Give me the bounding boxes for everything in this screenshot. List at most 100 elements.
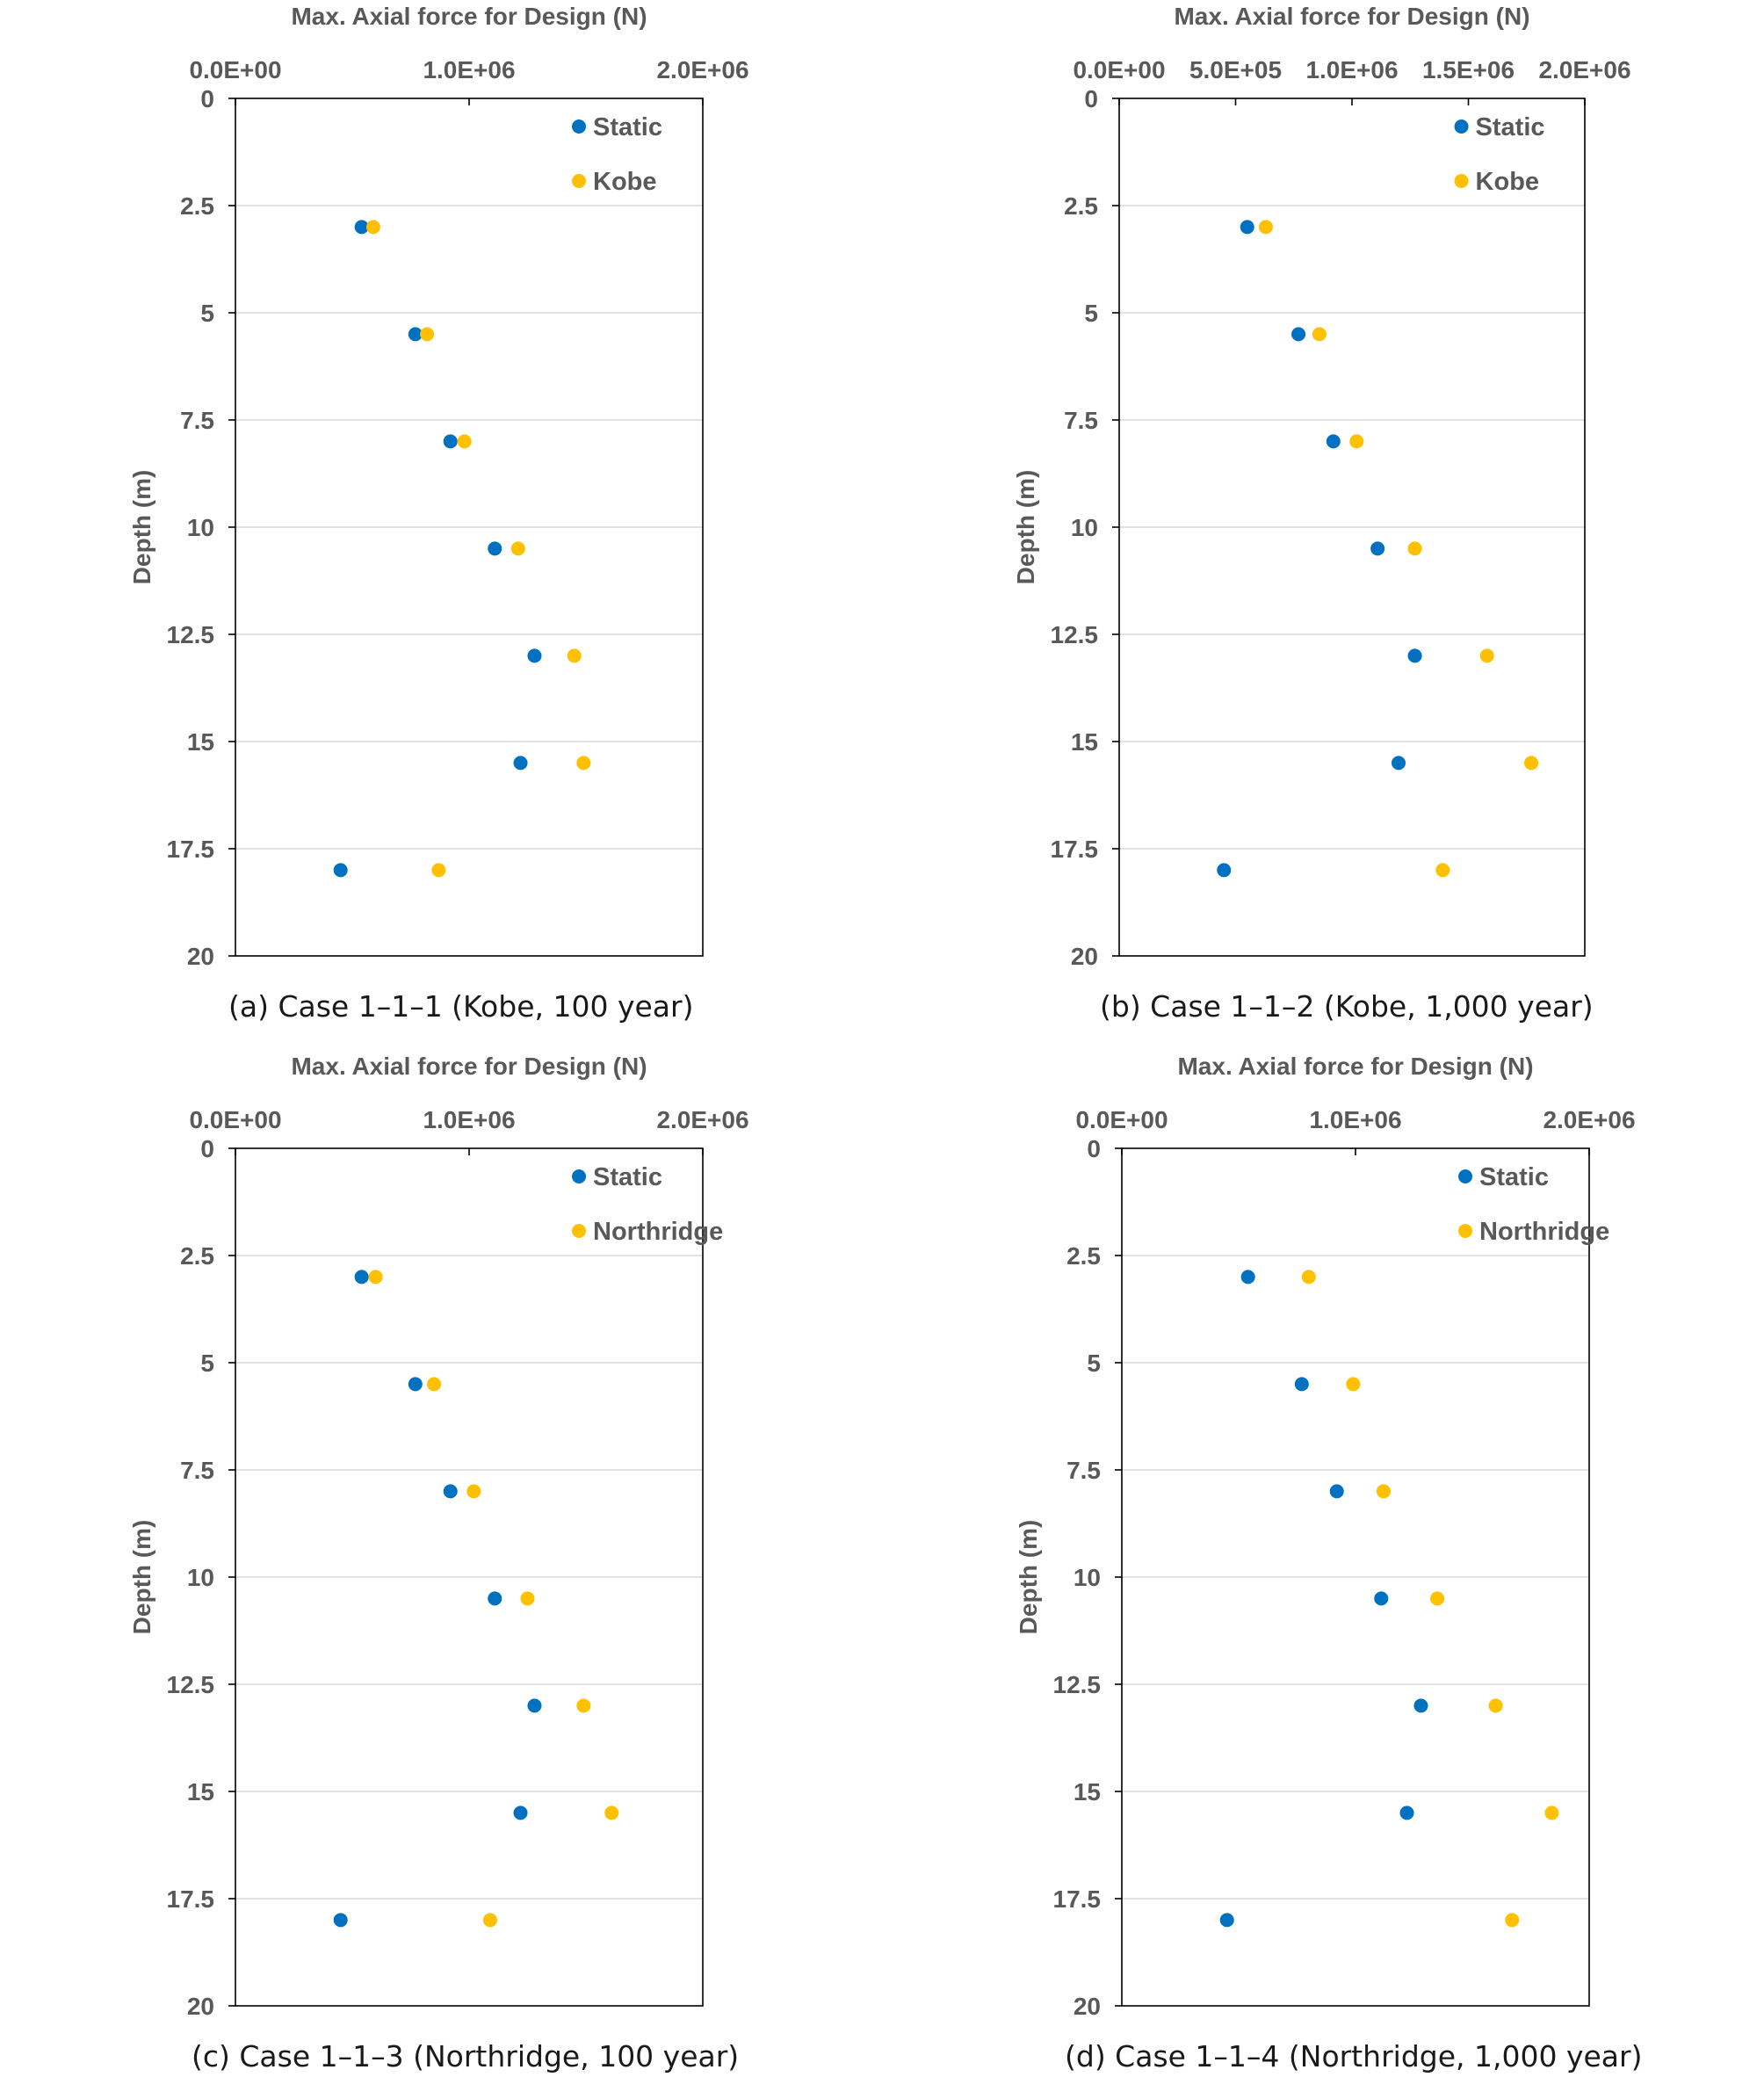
- data-point-kobe: [1258, 220, 1273, 235]
- chart-panel-d: 0 2.5 5 7.5 10 12.5 15 17.5 20 0.0E+00 1.0E+06 2.0E…: [1015, 1053, 1642, 2073]
- legend-label-static: Static: [1479, 1163, 1549, 1191]
- legend-label-static: Static: [1476, 113, 1545, 141]
- data-point-kobe: [1524, 756, 1539, 771]
- data-point-northridge: [1505, 1913, 1520, 1928]
- panel-caption: (c) Case 1–1–3 (Northridge, 100 year): [192, 2039, 739, 2073]
- data-point-kobe: [510, 541, 525, 556]
- y-tick-label: 20: [1074, 1993, 1101, 2020]
- chart-panel-c: 0 2.5 5 7.5 10 12.5 15 17.5 20 0.0E+00 1.0E+06 2.0E…: [128, 1053, 749, 2073]
- data-point-static: [513, 1806, 528, 1820]
- data-point-northridge: [1544, 1806, 1559, 1820]
- data-point-static: [1392, 756, 1406, 771]
- data-point-static: [1374, 1591, 1389, 1606]
- data-point-static: [1407, 648, 1422, 663]
- y-tick-label: 17.5: [167, 836, 215, 863]
- y-tick-label: 5: [200, 300, 214, 327]
- legend-marker-static: [572, 1169, 587, 1183]
- y-tick-label: 2.5: [180, 1242, 214, 1270]
- data-point-northridge: [1301, 1270, 1316, 1285]
- y-tick-label: 20: [187, 943, 214, 970]
- data-point-static: [354, 1270, 369, 1285]
- y-axis-title: Depth (m): [1015, 1520, 1042, 1635]
- data-point-northridge: [1488, 1698, 1503, 1713]
- x-axis-title: Max. Axial force for Design (N): [1174, 3, 1529, 30]
- x-tick-label: 1.0E+06: [423, 1106, 515, 1133]
- data-point-static: [527, 1698, 542, 1713]
- data-point-static: [1370, 541, 1385, 556]
- legend-marker-kobe: [572, 174, 587, 188]
- data-point-static: [1240, 1270, 1255, 1285]
- data-point-northridge: [1430, 1591, 1445, 1606]
- data-point-static: [443, 1484, 458, 1499]
- y-axis-title: Depth (m): [1012, 470, 1039, 585]
- data-point-static: [1413, 1698, 1428, 1713]
- data-point-static: [1399, 1806, 1414, 1820]
- x-tick-label: 2.0E+06: [656, 1106, 748, 1133]
- y-tick-label: 5: [200, 1350, 214, 1377]
- data-point-kobe: [365, 220, 380, 235]
- y-tick-label: 12.5: [167, 1671, 215, 1698]
- y-tick-label: 7.5: [1066, 1457, 1101, 1484]
- data-point-northridge: [1376, 1484, 1391, 1499]
- y-tick-label: 12.5: [1051, 621, 1099, 648]
- data-point-static: [333, 863, 348, 878]
- y-tick-label: 5: [1084, 300, 1098, 327]
- x-axis-title: Max. Axial force for Design (N): [291, 1053, 647, 1080]
- data-point-kobe: [1407, 541, 1422, 556]
- y-tick-label: 0: [1084, 85, 1098, 112]
- data-point-static: [408, 327, 423, 342]
- data-point-kobe: [576, 756, 591, 771]
- legend-label-kobe: Kobe: [593, 168, 657, 196]
- legend-label-static: Static: [593, 1163, 662, 1191]
- y-tick-label: 0: [200, 85, 214, 112]
- x-tick-label: 1.0E+06: [1309, 1106, 1401, 1133]
- y-tick-label: 17.5: [1053, 1885, 1102, 1913]
- y-tick-label: 17.5: [1051, 836, 1099, 863]
- x-tick-label: 0.0E+00: [189, 56, 281, 83]
- y-tick-label: 0: [200, 1135, 214, 1162]
- legend-marker-static: [572, 119, 587, 134]
- y-axis-title: Depth (m): [128, 1520, 155, 1635]
- data-point-kobe: [1435, 863, 1450, 878]
- y-tick-label: 15: [1074, 1778, 1101, 1806]
- y-tick-label: 7.5: [1064, 407, 1098, 434]
- legend-marker-static: [1458, 1169, 1473, 1183]
- data-point-kobe: [1349, 434, 1364, 449]
- x-tick-label: 0.0E+00: [1073, 56, 1165, 83]
- data-point-kobe: [567, 648, 582, 663]
- y-tick-label: 7.5: [180, 407, 214, 434]
- data-point-static: [1329, 1484, 1344, 1499]
- y-tick-label: 10: [187, 1564, 214, 1591]
- legend-marker-northridge: [1458, 1224, 1473, 1238]
- data-point-static: [1294, 1377, 1309, 1392]
- y-tick-label: 7.5: [180, 1457, 214, 1484]
- y-tick-label: 17.5: [167, 1885, 215, 1913]
- data-point-northridge: [368, 1270, 383, 1285]
- data-point-kobe: [420, 327, 435, 342]
- x-tick-label: 2.0E+06: [1538, 56, 1630, 83]
- data-point-static: [1240, 220, 1254, 235]
- data-point-static: [408, 1377, 423, 1392]
- y-tick-label: 15: [187, 728, 214, 756]
- legend-label-kobe: Kobe: [1476, 168, 1540, 196]
- y-tick-label: 12.5: [167, 621, 215, 648]
- x-axis-title: Max. Axial force for Design (N): [1177, 1053, 1533, 1080]
- data-point-northridge: [427, 1377, 442, 1392]
- data-point-kobe: [1312, 327, 1327, 342]
- data-point-northridge: [520, 1591, 535, 1606]
- y-tick-label: 10: [1074, 1564, 1101, 1591]
- data-point-northridge: [576, 1698, 591, 1713]
- data-point-northridge: [1346, 1377, 1361, 1392]
- panel-caption: (d) Case 1–1–4 (Northridge, 1,000 year): [1065, 2039, 1642, 2073]
- legend-marker-northridge: [572, 1224, 587, 1238]
- x-tick-label: 2.0E+06: [656, 56, 748, 83]
- data-point-static: [488, 541, 502, 556]
- panel-caption: (a) Case 1–1–1 (Kobe, 100 year): [228, 989, 693, 1024]
- y-axis-title: Depth (m): [128, 470, 155, 585]
- x-tick-label: 2.0E+06: [1543, 1106, 1635, 1133]
- data-point-northridge: [482, 1913, 497, 1928]
- y-tick-label: 20: [1071, 943, 1098, 970]
- y-tick-label: 2.5: [1066, 1242, 1101, 1270]
- legend-marker-kobe: [1454, 174, 1469, 188]
